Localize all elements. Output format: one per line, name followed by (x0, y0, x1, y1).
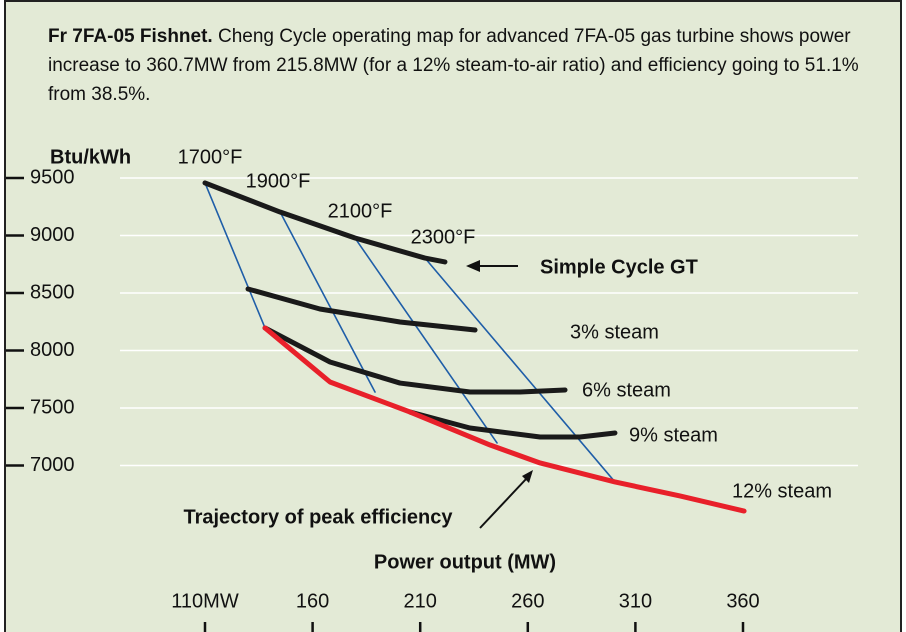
curve-label: 1900°F (246, 170, 311, 192)
curve (202, 180, 448, 265)
curve (262, 325, 568, 395)
curve-label: Simple Cycle GT (540, 256, 698, 278)
curve (407, 409, 618, 440)
curve (354, 237, 498, 444)
caption-text: Cheng Cycle operating map for advanced 7… (48, 26, 859, 105)
caption-title: Fr 7FA-05 Fishnet. (48, 26, 213, 47)
y-tick-label: 9000 (30, 224, 75, 246)
curve (262, 325, 747, 514)
y-tick-label: 7500 (30, 396, 75, 418)
curve-label: 2300°F (411, 226, 476, 248)
x-tick-label: 260 (511, 590, 544, 612)
x-axis-label: Power output (MW) (374, 551, 556, 573)
caption: Fr 7FA-05 Fishnet. Cheng Cycle operating… (48, 22, 878, 109)
y-axis-label: Btu/kWh (50, 146, 131, 168)
curve-label: 12% steam (732, 480, 832, 502)
annotation: Trajectory of peak efficiency (183, 506, 453, 528)
curve (279, 211, 376, 393)
y-tick-label: 9500 (30, 166, 75, 188)
curve-label: 9% steam (629, 424, 718, 446)
y-tick-label: 8000 (30, 339, 75, 361)
curve (424, 257, 616, 483)
y-tick-label: 7000 (30, 454, 75, 476)
curve (204, 182, 266, 329)
arrowhead (466, 260, 480, 272)
x-tick-label: 210 (404, 590, 437, 612)
arrow (479, 477, 528, 529)
curve-label: 2100°F (328, 200, 393, 222)
figure: Fr 7FA-05 Fishnet. Cheng Cycle operating… (4, 0, 902, 632)
x-tick-label: 360 (726, 590, 759, 612)
x-tick-label: 110MW (171, 590, 239, 612)
x-tick-label: 160 (296, 590, 329, 612)
curve-label: 3% steam (570, 321, 659, 343)
curve-label: 6% steam (582, 379, 671, 401)
y-tick-label: 8500 (30, 281, 75, 303)
x-tick-label: 310 (619, 590, 652, 612)
arrowhead (522, 470, 533, 483)
curve-label: 1700°F (178, 146, 243, 168)
curve (245, 286, 478, 333)
